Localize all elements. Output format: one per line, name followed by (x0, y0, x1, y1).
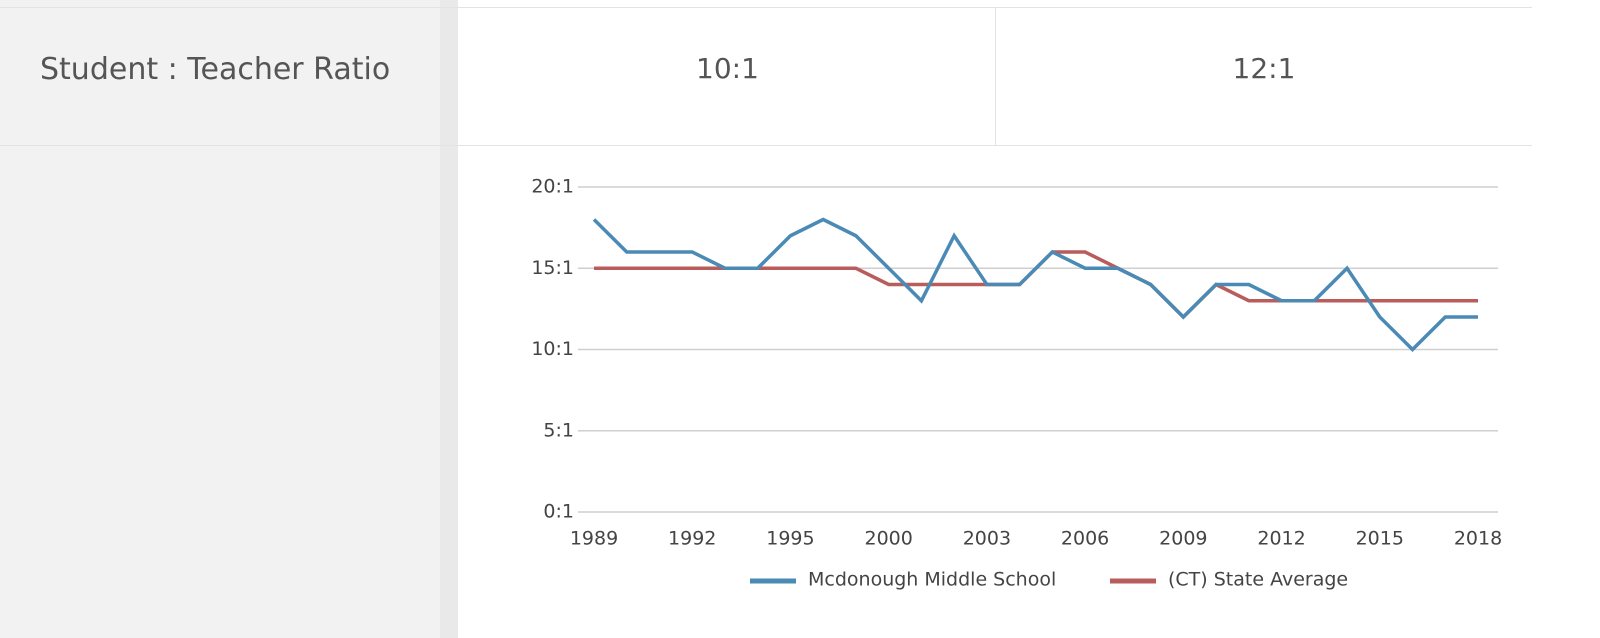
x-tick-label: 1989 (570, 528, 618, 550)
separator (440, 0, 458, 638)
y-tick-label: 10:1 (531, 338, 574, 360)
legend-label: (CT) State Average (1168, 569, 1348, 591)
x-tick-label: 2009 (1159, 528, 1207, 550)
cell-value: 10:1 (696, 52, 759, 85)
row-border (0, 7, 1532, 8)
y-tick-label: 0:1 (543, 501, 574, 523)
y-tick-label: 20:1 (531, 176, 574, 198)
series-line (592, 217, 1478, 352)
label-column (0, 0, 440, 638)
x-tick-label: 2000 (864, 528, 912, 550)
y-tick-label: 15:1 (531, 257, 574, 279)
legend-label: Mcdonough Middle School (808, 569, 1056, 591)
x-tick-label: 1992 (668, 528, 716, 550)
row-label: Student : Teacher Ratio (40, 52, 391, 87)
y-tick-label: 5:1 (543, 419, 574, 441)
x-tick-label: 2006 (1061, 528, 1109, 550)
series-line (594, 250, 1478, 320)
x-tick-label: 2018 (1454, 528, 1502, 550)
row-border (0, 145, 1532, 146)
cell-border (995, 7, 996, 145)
x-tick-label: 2015 (1356, 528, 1404, 550)
cell-value: 12:1 (1232, 52, 1296, 85)
x-tick-label: 2012 (1257, 528, 1305, 550)
x-tick-label: 2003 (963, 528, 1011, 550)
x-tick-label: 1995 (766, 528, 814, 550)
